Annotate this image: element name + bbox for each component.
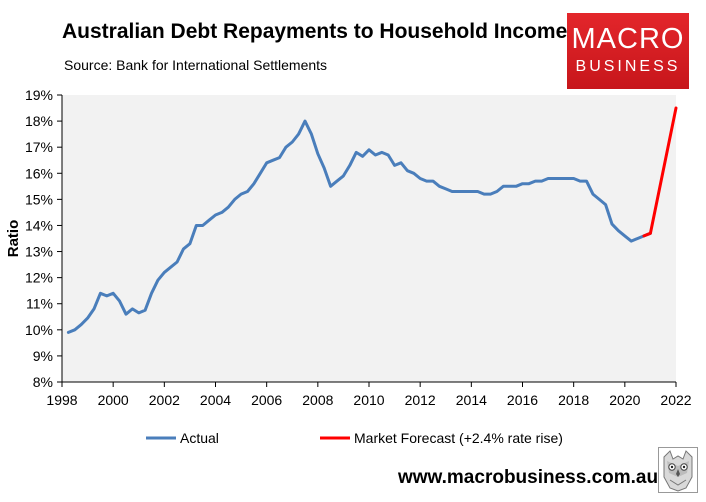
plot-area — [62, 95, 676, 382]
x-tick-label: 2018 — [558, 392, 589, 408]
legend-label: Market Forecast (+2.4% rate rise) — [354, 430, 563, 446]
logo-line-2: BUSINESS — [575, 58, 681, 75]
x-tick-label: 2008 — [302, 392, 333, 408]
actual-series-line — [66, 119, 652, 334]
y-tick-label: 9% — [33, 348, 53, 364]
x-tick-label: 2022 — [660, 392, 691, 408]
chart-subtitle: Source: Bank for International Settlemen… — [64, 57, 328, 73]
owl-mascot-icon — [658, 447, 698, 493]
x-tick-label: 2000 — [98, 392, 129, 408]
forecast-series-line — [642, 106, 678, 238]
macrobusiness-logo[interactable]: MACRO BUSINESS — [567, 13, 689, 89]
x-axis: 1998 2000 2002 2004 2006 2008 2010 2012 2014 2016… — [46, 382, 692, 408]
y-tick-label: 13% — [25, 244, 53, 260]
y-tick-label: 12% — [25, 270, 53, 286]
y-tick-label: 15% — [25, 191, 53, 207]
y-axis: 8% 9% 10% 11% 12% 13% 14% 15% 16% 17% 18% 19% — [25, 87, 62, 390]
y-tick-label: 14% — [25, 217, 53, 233]
y-tick-label: 11% — [26, 296, 53, 312]
legend: Actual Market Forecast (+2.4% rate rise) — [146, 430, 563, 446]
x-tick-label: 2002 — [149, 392, 180, 408]
x-tick-label: 2004 — [200, 392, 231, 408]
x-tick-label: 2006 — [251, 392, 282, 408]
series-group — [66, 106, 678, 334]
y-tick-label: 19% — [25, 87, 53, 103]
logo-line-1: MACRO — [571, 23, 685, 55]
y-tick-label: 17% — [25, 139, 53, 155]
y-tick-label: 10% — [25, 322, 53, 338]
y-tick-label: 8% — [33, 374, 53, 390]
x-tick-label: 2016 — [507, 392, 538, 408]
legend-label: Actual — [180, 430, 219, 446]
chart-title: Australian Debt Repayments to Household … — [62, 20, 568, 43]
x-tick-label: 1998 — [46, 392, 77, 408]
x-tick-label: 2020 — [609, 392, 640, 408]
x-tick-label: 2012 — [405, 392, 436, 408]
x-tick-label: 2014 — [456, 392, 487, 408]
y-axis-label: Ratio — [5, 220, 22, 258]
x-tick-label: 2010 — [353, 392, 384, 408]
website-url[interactable]: www.macrobusiness.com.au — [398, 467, 659, 488]
legend-item-forecast: Market Forecast (+2.4% rate rise) — [320, 430, 563, 446]
y-tick-label: 16% — [25, 165, 53, 181]
legend-item-actual: Actual — [146, 430, 219, 446]
y-tick-label: 18% — [25, 113, 53, 129]
